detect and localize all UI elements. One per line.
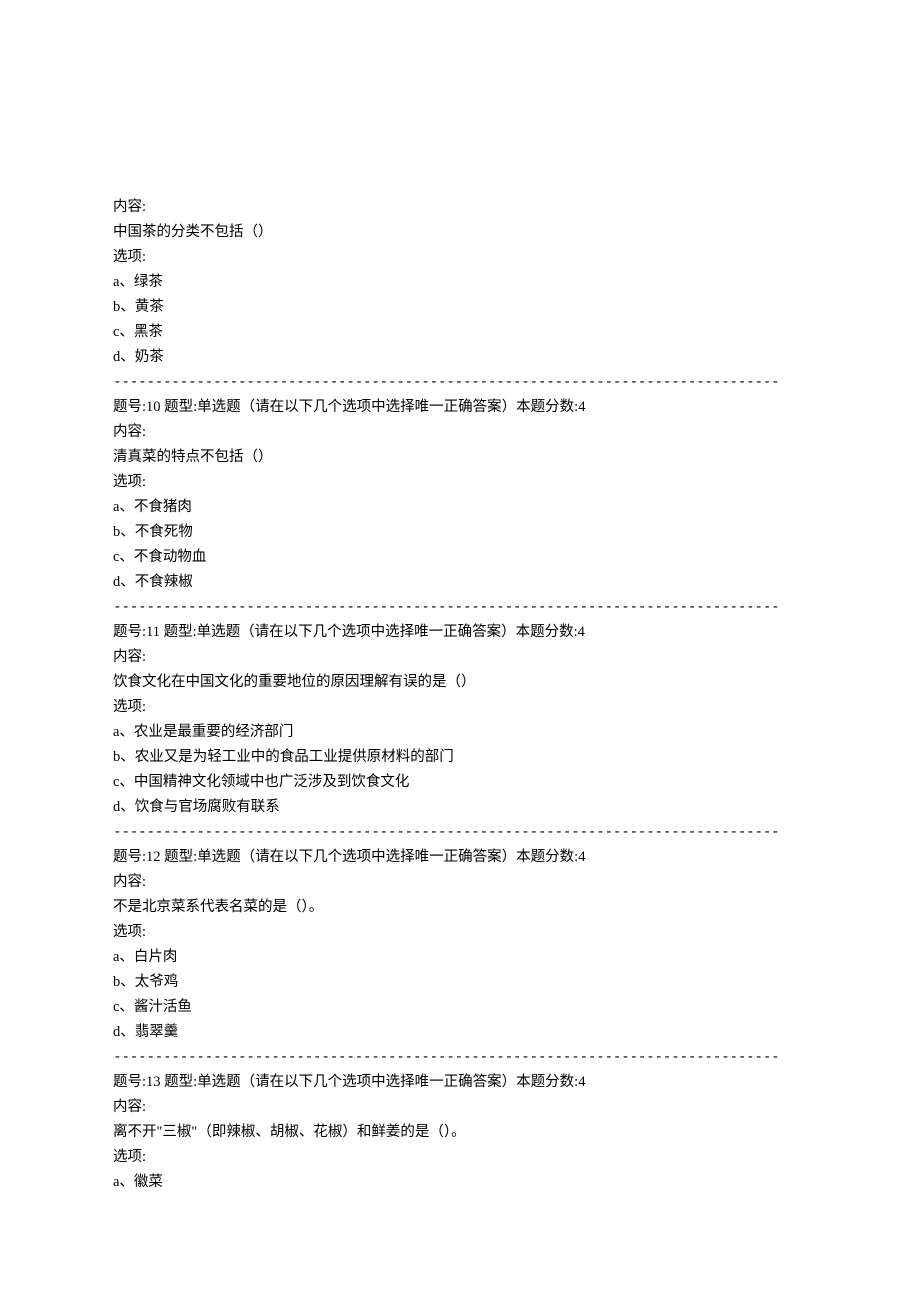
question-text: 饮食文化在中国文化的重要地位的原因理解有误的是（） — [113, 670, 807, 695]
option-a: a、绿茶 — [113, 270, 807, 295]
option-b: b、黄茶 — [113, 295, 807, 320]
divider: ----------------------------------------… — [113, 1045, 807, 1070]
options-label: 选项: — [113, 245, 807, 270]
question-header: 题号:11 题型:单选题（请在以下几个选项中选择唯一正确答案）本题分数:4 — [113, 620, 807, 645]
option-a: a、不食猪肉 — [113, 495, 807, 520]
option-d: d、饮食与官场腐败有联系 — [113, 795, 807, 820]
option-c: c、中国精神文化领域中也广泛涉及到饮食文化 — [113, 770, 807, 795]
content-label: 内容: — [113, 195, 807, 220]
question-header: 题号:12 题型:单选题（请在以下几个选项中选择唯一正确答案）本题分数:4 — [113, 845, 807, 870]
content-label: 内容: — [113, 1095, 807, 1120]
options-label: 选项: — [113, 920, 807, 945]
option-d: d、翡翠羹 — [113, 1020, 807, 1045]
question-text: 中国茶的分类不包括（） — [113, 220, 807, 245]
question-header: 题号:10 题型:单选题（请在以下几个选项中选择唯一正确答案）本题分数:4 — [113, 395, 807, 420]
option-a: a、农业是最重要的经济部门 — [113, 720, 807, 745]
question-text: 清真菜的特点不包括（） — [113, 445, 807, 470]
option-c: c、黑茶 — [113, 320, 807, 345]
divider: ----------------------------------------… — [113, 820, 807, 845]
question-header: 题号:13 题型:单选题（请在以下几个选项中选择唯一正确答案）本题分数:4 — [113, 1070, 807, 1095]
option-c: c、不食动物血 — [113, 545, 807, 570]
options-label: 选项: — [113, 695, 807, 720]
option-b: b、太爷鸡 — [113, 970, 807, 995]
options-label: 选项: — [113, 470, 807, 495]
question-text: 离不开"三椒"（即辣椒、胡椒、花椒）和鲜姜的是（）。 — [113, 1120, 807, 1145]
option-b: b、农业又是为轻工业中的食品工业提供原材料的部门 — [113, 745, 807, 770]
option-c: c、酱汁活鱼 — [113, 995, 807, 1020]
question-text: 不是北京菜系代表名菜的是（）。 — [113, 895, 807, 920]
content-label: 内容: — [113, 870, 807, 895]
option-a: a、徽菜 — [113, 1170, 807, 1195]
content-label: 内容: — [113, 420, 807, 445]
option-a: a、白片肉 — [113, 945, 807, 970]
option-d: d、奶茶 — [113, 345, 807, 370]
options-label: 选项: — [113, 1145, 807, 1170]
divider: ----------------------------------------… — [113, 595, 807, 620]
content-label: 内容: — [113, 645, 807, 670]
option-d: d、不食辣椒 — [113, 570, 807, 595]
divider: ----------------------------------------… — [113, 370, 807, 395]
option-b: b、不食死物 — [113, 520, 807, 545]
